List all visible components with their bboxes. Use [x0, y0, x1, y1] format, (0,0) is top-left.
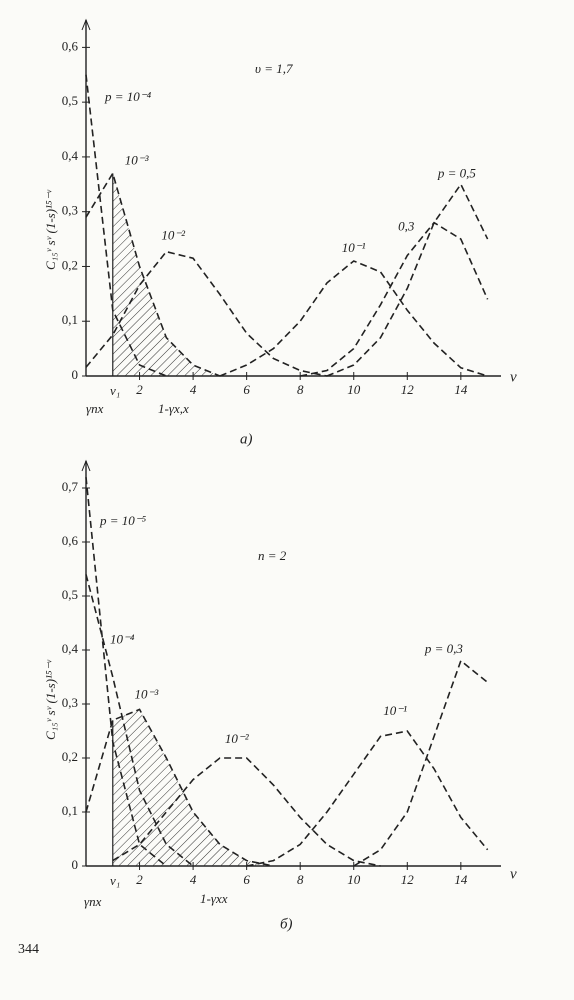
curve-label: 10⁻³: [125, 152, 150, 167]
curve-label: 10⁻¹: [383, 703, 407, 718]
curve: [219, 260, 488, 377]
x-axis-label: ν: [510, 866, 517, 882]
curve: [85, 574, 194, 867]
annotation: 1-γx,x: [158, 401, 189, 416]
x-tick-label: 10: [347, 872, 361, 887]
curve-label: 0,3: [398, 219, 415, 234]
x-tick-label: 12: [401, 382, 415, 397]
x-tick-label: 2: [136, 382, 143, 397]
curve: [85, 708, 274, 867]
curve-label: 10⁻¹: [342, 240, 366, 255]
curve-label: 10⁻⁴: [110, 631, 135, 646]
curve: [300, 221, 489, 377]
hatched-area: [112, 709, 274, 866]
y-tick-label: 0,5: [62, 93, 78, 108]
x-tick-label: 4: [190, 382, 197, 397]
y-tick-label: 0,6: [62, 38, 79, 53]
curve-label: p = 0,5: [437, 165, 477, 180]
y-tick-label: 0: [72, 857, 79, 872]
curve: [246, 730, 489, 867]
x-tick-label: 14: [454, 872, 468, 887]
curve: [85, 477, 167, 867]
annotation: ν₁: [110, 383, 120, 398]
caption: б): [280, 916, 293, 932]
x-tick-label: 6: [243, 872, 250, 887]
y-tick-label: 0,3: [62, 203, 78, 218]
annotation: γпх: [86, 401, 104, 416]
curve-label: 10⁻²: [225, 731, 250, 746]
y-tick-label: 0,4: [62, 641, 79, 656]
annotation: ν₁: [110, 873, 120, 888]
caption: a): [240, 431, 253, 447]
y-tick-label: 0,1: [62, 312, 78, 327]
curve: [85, 171, 221, 377]
y-tick-label: 0,1: [62, 803, 78, 818]
curve: [85, 250, 328, 377]
axis-arrow: [81, 18, 91, 31]
y-axis-label: C₁₅ᵛ sᵛ (1-s)¹⁵⁻ᵛ: [43, 660, 58, 740]
y-tick-label: 0: [72, 367, 79, 382]
y-tick-label: 0,3: [62, 695, 78, 710]
page-number: 344: [18, 942, 39, 957]
y-tick-label: 0,6: [62, 533, 79, 548]
x-tick-label: 14: [454, 382, 468, 397]
curve-label: p = 0,3: [424, 641, 464, 656]
y-tick-label: 0,2: [62, 749, 78, 764]
y-tick-label: 0,2: [62, 257, 78, 272]
x-tick-label: 4: [190, 872, 197, 887]
x-tick-label: 12: [401, 872, 415, 887]
x-tick-label: 6: [243, 382, 250, 397]
annotation: 1-γxx: [200, 891, 228, 906]
y-tick-label: 0,7: [62, 479, 79, 494]
annotation: γпх: [84, 894, 102, 909]
curve-label: 10⁻²: [161, 228, 186, 243]
x-tick-label: 2: [136, 872, 143, 887]
curve: [326, 182, 489, 377]
x-tick-label: 8: [297, 382, 304, 397]
note: n = 2: [258, 548, 287, 563]
y-tick-label: 0,4: [62, 148, 79, 163]
note: υ = 1,7: [255, 61, 293, 76]
curve-label: p = 10⁻⁴: [104, 89, 152, 104]
curve: [85, 74, 167, 377]
y-axis-label: C₁₅ᵛ sᵛ (1-s)¹⁵⁻ᵛ: [43, 190, 58, 270]
curve: [353, 659, 489, 867]
hatched-area: [112, 173, 220, 376]
x-tick-label: 8: [297, 872, 304, 887]
x-axis-label: ν: [510, 369, 517, 385]
x-tick-label: 10: [347, 382, 361, 397]
y-tick-label: 0,5: [62, 587, 78, 602]
curve-label: 10⁻³: [135, 686, 160, 701]
axis-arrow: [81, 459, 91, 472]
curve-label: p = 10⁻⁵: [99, 513, 147, 528]
curve: [112, 757, 381, 867]
